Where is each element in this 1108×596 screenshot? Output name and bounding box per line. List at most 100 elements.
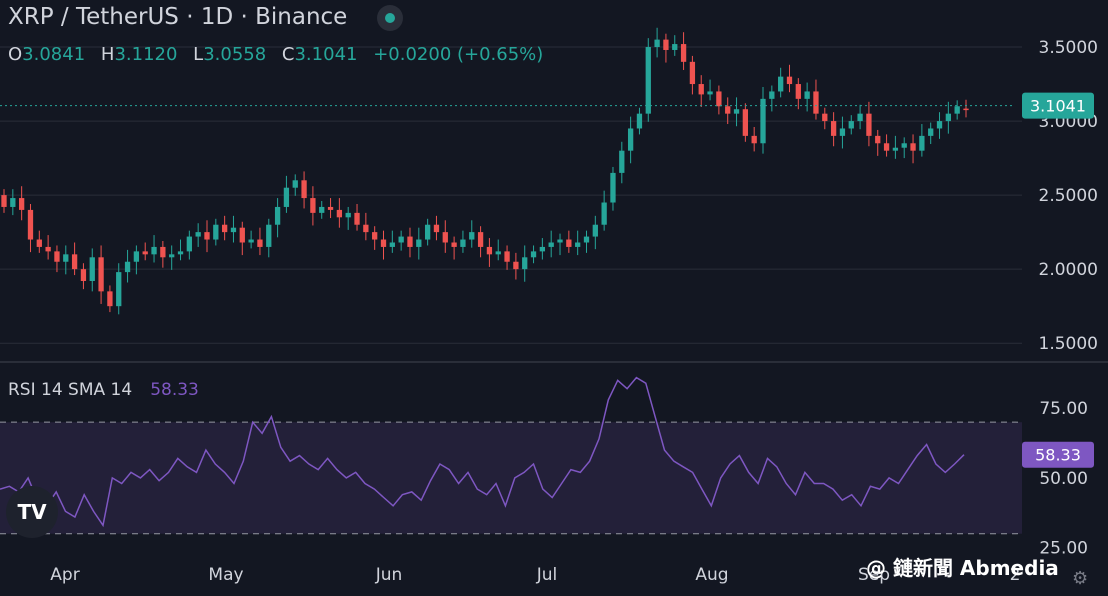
candle-body bbox=[866, 113, 872, 136]
open-value: 3.0841 bbox=[22, 44, 86, 65]
candle-body bbox=[513, 261, 519, 270]
candle-body bbox=[963, 108, 969, 111]
rsi-band bbox=[0, 422, 1022, 534]
candle-body bbox=[169, 254, 175, 258]
candle-body bbox=[292, 180, 298, 188]
last-price-label: 3.1041 bbox=[1030, 97, 1086, 116]
candle-body bbox=[389, 242, 395, 247]
candle-body bbox=[892, 147, 899, 151]
candle-body bbox=[363, 224, 369, 233]
candle-body bbox=[310, 198, 316, 213]
candle-body bbox=[601, 202, 607, 225]
candle-body bbox=[575, 242, 581, 247]
rsi-tick-label: 25.00 bbox=[1039, 539, 1088, 559]
candle-body bbox=[548, 242, 554, 247]
price-tick-label: 2.5000 bbox=[1039, 186, 1098, 206]
time-tick-label: Apr bbox=[50, 565, 79, 585]
rsi-legend[interactable]: RSI 14 SMA 14 58.33 bbox=[8, 380, 199, 400]
candle-body bbox=[716, 91, 722, 107]
time-tick-label: Aug bbox=[695, 565, 728, 585]
time-tick-label: Jul bbox=[536, 565, 558, 585]
candle-body bbox=[945, 113, 951, 122]
rsi-tick-label: 50.00 bbox=[1039, 469, 1088, 489]
candle-body bbox=[786, 76, 793, 85]
rsi-label: RSI 14 SMA 14 bbox=[8, 380, 133, 400]
candle-body bbox=[769, 91, 775, 99]
candle-body bbox=[27, 209, 34, 240]
candle-body bbox=[495, 251, 501, 255]
tradingview-logo[interactable]: TV bbox=[6, 486, 58, 538]
time-tick-label: 2 bbox=[1010, 565, 1021, 585]
low-value: 3.0558 bbox=[203, 44, 267, 65]
time-axis[interactable]: Apr May Jun Jul Aug Sep 2 bbox=[50, 565, 1020, 585]
close-key: C bbox=[281, 44, 295, 65]
candle-body bbox=[442, 232, 448, 243]
candle-body bbox=[645, 47, 651, 114]
high-key: H bbox=[100, 44, 115, 65]
rsi-legend-value: 58.33 bbox=[150, 380, 199, 400]
candle-body bbox=[63, 254, 69, 262]
candle-body bbox=[319, 206, 325, 213]
candle-body bbox=[848, 121, 854, 129]
watermark: @ 鏈新聞 Abmedia bbox=[866, 556, 1059, 580]
candle-body bbox=[283, 187, 290, 207]
candle-body bbox=[883, 143, 890, 151]
change-value: +0.0200 (+0.65%) bbox=[373, 44, 544, 65]
candle-body bbox=[698, 84, 704, 95]
candle-body bbox=[424, 224, 431, 240]
price-tick-label: 2.0000 bbox=[1039, 260, 1098, 280]
candle-body bbox=[98, 257, 104, 292]
candle-body bbox=[407, 236, 413, 247]
candle-body bbox=[663, 39, 669, 50]
candle-body bbox=[345, 212, 351, 218]
symbol-legend[interactable]: XRP / TetherUS · 1D · Binance bbox=[8, 4, 403, 31]
candle-body bbox=[372, 232, 378, 240]
candle-body bbox=[142, 251, 148, 255]
candle-body bbox=[680, 44, 687, 62]
candle-body bbox=[936, 121, 943, 129]
candle-body bbox=[733, 109, 740, 114]
candle-body bbox=[751, 135, 757, 144]
candle-body bbox=[133, 251, 140, 262]
candle-body bbox=[875, 135, 881, 144]
candle-body bbox=[177, 251, 184, 255]
candle-body bbox=[36, 239, 42, 247]
low-key: L bbox=[193, 44, 204, 65]
candle-body bbox=[10, 198, 16, 207]
candle-body bbox=[928, 128, 934, 136]
last-price-tag bbox=[1022, 92, 1094, 119]
candle-body bbox=[610, 172, 616, 203]
candle-body bbox=[954, 106, 960, 114]
candle-body bbox=[204, 232, 210, 240]
candle-body bbox=[795, 84, 801, 99]
candle-body bbox=[1, 195, 7, 207]
gear-icon[interactable]: ⚙ bbox=[1072, 568, 1089, 589]
candle-body bbox=[539, 246, 546, 252]
candle-body bbox=[522, 257, 528, 270]
rsi-line bbox=[0, 376, 965, 528]
candle-body bbox=[778, 76, 784, 92]
candle-body bbox=[619, 150, 625, 173]
price-tick-label: 3.5000 bbox=[1039, 38, 1098, 58]
candle-body bbox=[804, 91, 810, 99]
candle-body bbox=[336, 209, 343, 218]
rsi-axis[interactable]: 25.00 50.00 75.00 bbox=[1039, 399, 1088, 558]
candle-body bbox=[636, 113, 643, 129]
ohlc-readout: O3.0841 H3.1120 L3.0558 C3.1041 +0.0200 … bbox=[8, 44, 553, 65]
candle-body bbox=[80, 269, 87, 281]
candle-body bbox=[89, 257, 95, 281]
price-grid bbox=[0, 46, 1022, 344]
candle-body bbox=[380, 239, 387, 247]
rsi-value-tag bbox=[1022, 441, 1094, 468]
candle-body bbox=[54, 251, 60, 262]
symbol-title: XRP / TetherUS · 1D · Binance bbox=[8, 4, 348, 30]
candle-body bbox=[71, 254, 78, 270]
candle-body bbox=[195, 232, 201, 237]
candle-body bbox=[566, 239, 572, 247]
rsi-tick-label: 75.00 bbox=[1039, 399, 1088, 419]
candle-body bbox=[830, 121, 837, 136]
candle-body bbox=[160, 246, 166, 258]
candle-body bbox=[416, 239, 422, 247]
